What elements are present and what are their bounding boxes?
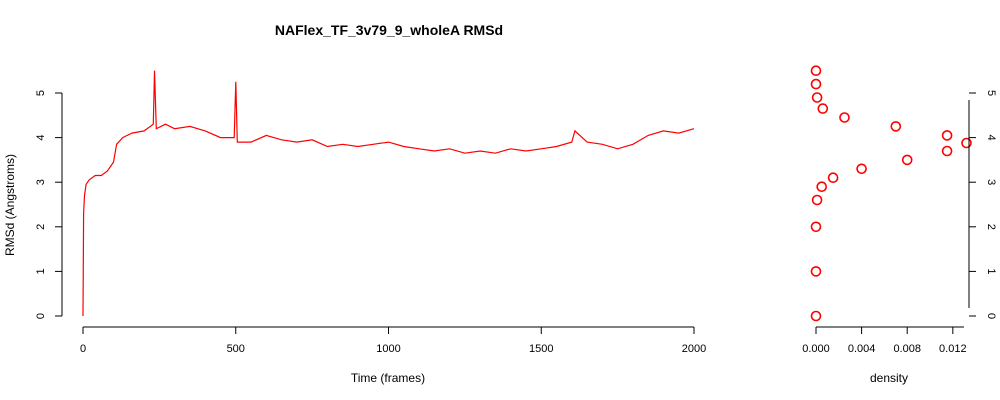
density-y-tick-label: 2: [985, 224, 997, 230]
y-axis-label: RMSd (Angstroms): [3, 154, 17, 256]
density-point: [810, 310, 822, 322]
y-tick-label: 0: [35, 313, 47, 319]
density-point: [839, 112, 850, 123]
density-y-tick-label: 3: [985, 179, 997, 185]
density-point: [901, 154, 913, 166]
density-x-axis-label: density: [870, 371, 908, 385]
density-point: [816, 181, 828, 192]
density-x-tick-label: 0.004: [848, 343, 876, 355]
density-points: [810, 65, 972, 322]
density-x-axis-ticks: 0.000 0.004 0.008 0.012: [802, 327, 967, 355]
y-tick-label: 1: [35, 268, 47, 274]
y-tick-label: 5: [35, 90, 47, 96]
density-y-tick-label: 0: [985, 313, 997, 319]
density-point: [810, 65, 822, 76]
y-tick-label: 2: [35, 224, 47, 230]
rmsd-time-series-plot: 0 500 1000 1500 2000 0 1 2 3 4 5 Time (frames) RM…: [3, 70, 706, 385]
y-tick-label: 3: [35, 179, 47, 185]
density-point: [811, 194, 823, 206]
chart-title: NAFlex_TF_3v79_9_wholeA RMSd: [275, 22, 503, 38]
y-tick-label: 4: [35, 135, 47, 141]
density-x-tick-label: 0.000: [802, 343, 830, 355]
density-point: [811, 92, 823, 103]
density-point: [961, 137, 972, 149]
density-x-tick-label: 0.012: [939, 343, 967, 355]
density-y-axis-ticks: 0 1 2 3 4 5: [969, 90, 997, 319]
density-y-tick-label: 1: [985, 268, 997, 274]
density-point: [941, 145, 953, 157]
density-x-tick-label: 0.008: [893, 343, 921, 355]
density-point: [810, 266, 822, 277]
density-point: [810, 221, 822, 233]
x-axis-label: Time (frames): [351, 371, 425, 385]
density-plot: 0.000 0.004 0.008 0.012 0 1 2 3 4 5 density: [802, 65, 997, 385]
x-tick-label: 500: [227, 343, 245, 355]
x-tick-label: 1500: [529, 343, 553, 355]
density-point: [817, 103, 829, 114]
density-point: [856, 163, 867, 175]
x-tick-label: 1000: [376, 343, 400, 355]
x-tick-label: 0: [80, 343, 86, 355]
density-point: [941, 130, 953, 141]
rmsd-series-line: [82, 70, 695, 317]
density-point: [827, 172, 839, 183]
x-tick-label: 2000: [682, 343, 706, 355]
density-y-tick-label: 4: [985, 135, 997, 141]
density-point: [890, 121, 902, 132]
x-axis-ticks: 0 500 1000 1500 2000: [80, 327, 706, 355]
density-y-tick-label: 5: [985, 90, 997, 96]
density-point: [810, 78, 822, 90]
y-axis-ticks: 0 1 2 3 4 5: [35, 90, 62, 319]
